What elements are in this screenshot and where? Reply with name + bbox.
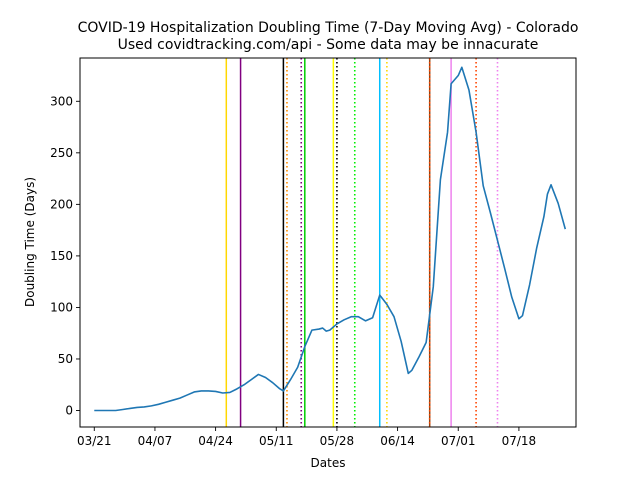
x-axis: 03/21 04/07 04/24 05/11 05/28 06/14 07/01 07/18 — [77, 427, 536, 448]
x-tick-label-2: 04/24 — [198, 434, 233, 448]
x-tick-label-3: 05/11 — [259, 434, 294, 448]
x-tick-label-4: 05/28 — [320, 434, 355, 448]
y-tick-label-2: 100 — [50, 300, 73, 314]
x-tick-label-6: 07/01 — [441, 434, 476, 448]
vertical-lines-layer — [225, 58, 499, 427]
plot-frame — [79, 57, 577, 428]
y-tick-label-4: 200 — [50, 197, 73, 211]
y-axis: 0 50 100 150 200 250 300 — [50, 94, 80, 418]
x-tick-label-7: 07/18 — [502, 434, 537, 448]
y-tick-label-0: 0 — [65, 404, 73, 418]
series-line-0 — [94, 66, 567, 412]
x-tick-label-1: 04/07 — [138, 434, 173, 448]
chart-subtitle: Used covidtracking.com/api - Some data m… — [118, 37, 539, 53]
x-tick-label-5: 06/14 — [380, 434, 415, 448]
x-tick-label-0: 03/21 — [77, 434, 112, 448]
y-tick-label-1: 50 — [58, 352, 73, 366]
x-axis-label: Dates — [311, 456, 346, 470]
y-tick-label-3: 150 — [50, 249, 73, 263]
y-tick-label-6: 300 — [50, 94, 73, 108]
y-tick-label-5: 250 — [50, 146, 73, 160]
y-axis-label: Doubling Time (Days) — [23, 177, 37, 307]
series-layer — [94, 66, 567, 412]
chart-title: COVID-19 Hospitalization Doubling Time (… — [78, 20, 579, 36]
